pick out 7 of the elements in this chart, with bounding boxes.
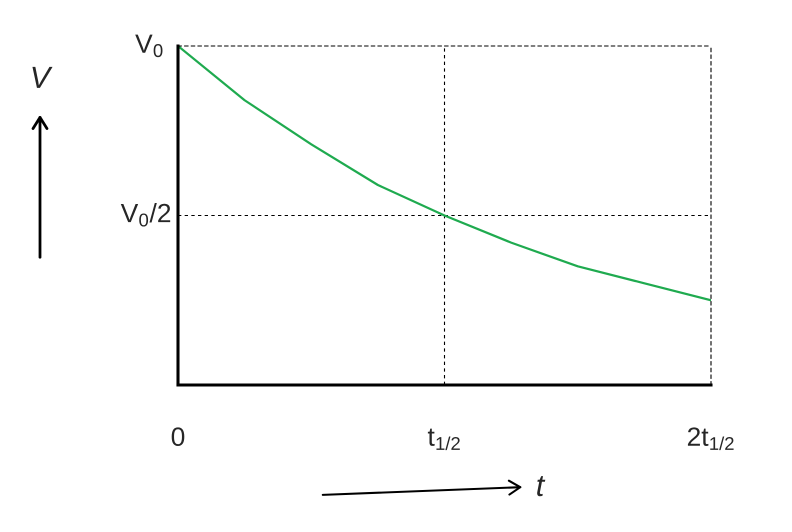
annotation: V$_{0}$ [135,34,162,58]
x-tick-label: t$_{1/2}$ [428,428,460,450]
ref-line-label: V$_{0}$/2 [120,203,170,227]
x-axis-title: t [537,476,546,496]
y-axis-title: V [32,66,53,88]
x-tick-label: 0 [172,427,184,446]
x-tick-label: 2t$_{1/2}$ [688,427,734,450]
